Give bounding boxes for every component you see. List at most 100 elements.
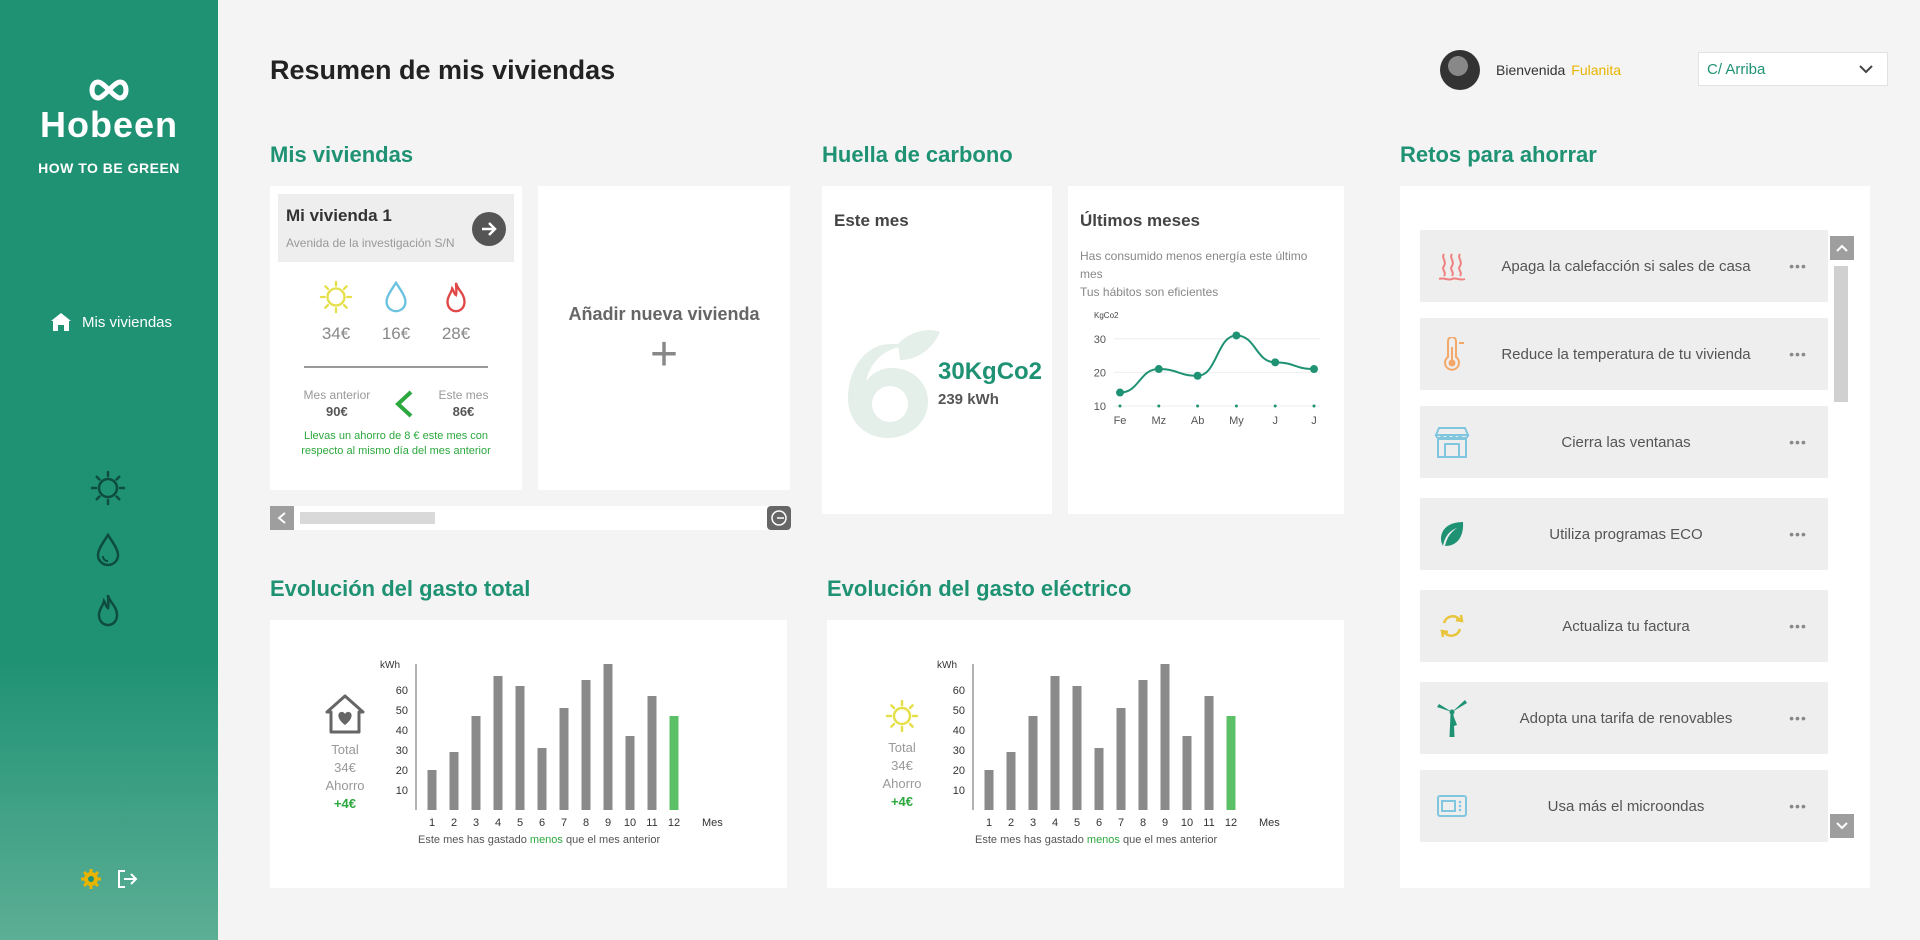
bar <box>1138 680 1148 810</box>
homes-scrollbar[interactable] <box>270 506 791 530</box>
more-options-button[interactable]: ••• <box>1789 434 1807 450</box>
chevron-down-icon <box>1836 822 1848 830</box>
challenge-item[interactable]: Utiliza programas ECO ••• <box>1420 498 1828 570</box>
bar <box>1204 696 1214 810</box>
more-options-button[interactable]: ••• <box>1789 618 1807 634</box>
more-options-button[interactable]: ••• <box>1789 710 1807 726</box>
bar <box>493 676 503 810</box>
carbon-line-chart: KgCo2 10 20 30 Fe Mz Ab My J J <box>1094 311 1320 427</box>
water-drop-icon[interactable] <box>90 532 126 568</box>
divider <box>304 366 488 368</box>
sun-icon[interactable] <box>90 470 126 506</box>
home-icon <box>51 313 71 331</box>
x-tick-label: 11 <box>646 817 657 829</box>
x-tick-label: 4 <box>495 817 501 829</box>
bar <box>1094 748 1104 810</box>
x-tick-label: 10 <box>1181 817 1193 829</box>
x-tick-label: 3 <box>473 817 479 829</box>
more-options-button[interactable]: ••• <box>1789 798 1807 814</box>
x-tick-label: 6 <box>1096 817 1102 829</box>
brand-tagline: HOW TO BE GREEN <box>38 160 180 176</box>
series-line <box>1119 334 1315 394</box>
y-tick-label: 50 <box>953 705 965 717</box>
gear-icon[interactable] <box>80 868 102 890</box>
challenge-label: Actualiza tu factura <box>1562 617 1690 635</box>
section-title-huella: Huella de carbono <box>822 142 1013 167</box>
carbon-this-month-card: Este mes 30KgCo2 239 kWh <box>822 186 1052 514</box>
y-axis-label: kWh <box>380 660 400 671</box>
challenge-label: Cierra las ventanas <box>1561 433 1691 451</box>
house-heart-icon <box>325 694 365 734</box>
user-name: Fulanita <box>1571 62 1622 78</box>
total-spending-card: Total 34€ Ahorro +4€ kWh 10 20 30 40 50 60 1 2 3 4… <box>270 620 787 888</box>
more-options-button[interactable]: ••• <box>1789 258 1807 274</box>
y-tick-label: 40 <box>953 725 965 737</box>
user-info[interactable]: Bienvenida Fulanita <box>1440 50 1621 90</box>
challenge-item[interactable]: Apaga la calefacción si sales de casa ••… <box>1420 230 1828 302</box>
bar <box>1226 716 1236 810</box>
spending-note-post: que el mes anterior <box>1123 834 1218 846</box>
sidebar-item-mis-viviendas[interactable]: Mis viviendas <box>50 312 172 332</box>
x-tick-label: 2 <box>1008 817 1014 829</box>
challenge-item[interactable]: Actualiza tu factura ••• <box>1420 590 1828 662</box>
sidebar: Hobeen HOW TO BE GREEN Mis viviendas <box>0 0 218 940</box>
add-home-card[interactable]: Añadir nueva vivienda + <box>538 186 790 490</box>
address-select[interactable]: C/ Arriba <box>1698 52 1888 86</box>
prev-month: Mes anterior 90€ <box>304 388 371 419</box>
co2-value: 30KgCo2 <box>938 358 1043 385</box>
carbon-message: Has consumido menos energía este último … <box>1080 247 1332 301</box>
scroll-left-button[interactable] <box>270 506 294 530</box>
saving-note: Llevas un ahorro de 8 € este mes con res… <box>301 430 491 457</box>
x-tick-label: 7 <box>1118 817 1124 829</box>
spending-note-pre: Este mes has gastado <box>418 834 527 846</box>
infinity-logo-icon <box>89 79 129 101</box>
flame-icon[interactable] <box>90 592 126 628</box>
bar <box>515 686 525 810</box>
bar <box>1006 752 1016 810</box>
utility-icons <box>270 280 522 314</box>
x-tick-label: 12 <box>1225 817 1237 829</box>
saving-label: Ahorro <box>325 778 365 793</box>
challenge-item[interactable]: Cierra las ventanas ••• <box>1420 406 1828 478</box>
x-tick-label: 4 <box>1052 817 1058 829</box>
plus-icon: + <box>649 328 679 381</box>
arrow-right-icon <box>482 222 497 236</box>
y-tick-label: 30 <box>1094 334 1106 346</box>
x-axis-label: Mes <box>702 817 723 829</box>
x-tick-label: 12 <box>668 817 680 829</box>
home-card[interactable]: Mi vivienda 1 Avenida de la investigació… <box>270 186 522 490</box>
x-tick-label: 9 <box>1162 817 1168 829</box>
scrollbar-thumb[interactable] <box>1834 266 1848 402</box>
refresh-icon <box>1440 614 1464 638</box>
challenges-scrollbar[interactable] <box>1828 236 1854 839</box>
heating-icon <box>1438 253 1466 281</box>
x-tick-mark <box>1312 404 1316 408</box>
scroll-up-button[interactable] <box>1830 236 1854 260</box>
microwave-icon <box>1437 795 1467 817</box>
scrollbar-thumb[interactable] <box>300 512 435 524</box>
data-point <box>1154 365 1163 374</box>
avatar[interactable] <box>1440 50 1480 90</box>
x-tick-label: 1 <box>429 817 435 829</box>
x-tick-label: Ab <box>1191 415 1204 427</box>
more-options-button[interactable]: ••• <box>1789 346 1807 362</box>
carbon-last-months-card: Últimos meses Has consumido menos energí… <box>1068 186 1344 514</box>
x-tick-label: 8 <box>583 817 589 829</box>
scroll-down-button[interactable] <box>1830 814 1854 838</box>
section-title-retos: Retos para ahorrar <box>1400 142 1597 167</box>
logout-icon[interactable] <box>116 868 138 890</box>
challenge-item[interactable]: Reduce la temperatura de tu vivienda ••• <box>1420 318 1828 390</box>
open-home-button[interactable] <box>472 212 506 246</box>
total-label: Total <box>888 740 916 755</box>
x-tick-mark <box>1234 404 1238 408</box>
scroll-right-button[interactable] <box>767 506 791 530</box>
challenge-item[interactable]: Usa más el microondas ••• <box>1420 770 1828 842</box>
bar <box>984 770 994 810</box>
wind-turbine-icon <box>1437 700 1467 737</box>
saving-value: +4€ <box>333 796 357 811</box>
kwh-value: 239 kWh <box>938 391 999 408</box>
challenge-item[interactable]: Adopta una tarifa de renovables ••• <box>1420 682 1828 754</box>
brand-logo[interactable]: Hobeen HOW TO BE GREEN <box>0 78 218 176</box>
more-options-button[interactable]: ••• <box>1789 526 1807 542</box>
